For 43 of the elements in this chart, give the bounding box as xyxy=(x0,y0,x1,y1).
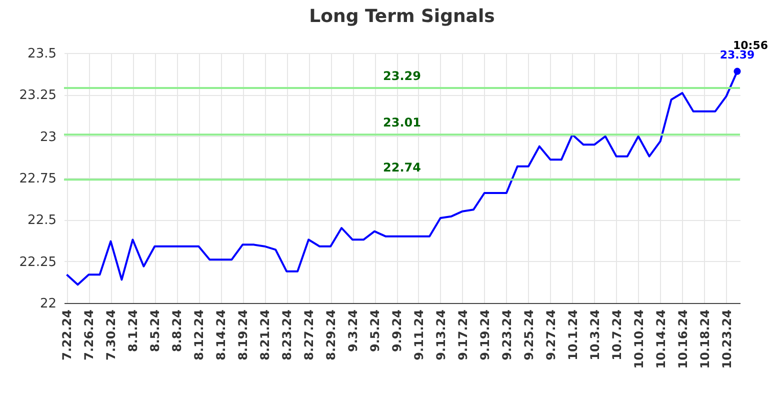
y-tick-label: 23 xyxy=(40,130,56,145)
x-tick-label: 10.1.24 xyxy=(566,310,580,360)
y-tick-label: 22.25 xyxy=(19,254,56,270)
x-tick-label: 9.17.24 xyxy=(456,310,470,360)
x-tick-label: 7.26.24 xyxy=(82,310,96,360)
y-tick-label: 22.75 xyxy=(19,172,56,186)
x-tick-label: 8.23.24 xyxy=(280,310,294,360)
y-tick-label: 22 xyxy=(40,296,56,312)
x-tick-label: 8.5.24 xyxy=(148,310,162,352)
x-tick-label: 9.3.24 xyxy=(346,310,360,352)
ref-line-label: 22.74 xyxy=(383,160,421,175)
x-tick-label: 10.23.24 xyxy=(720,310,734,369)
x-tick-label: 9.23.24 xyxy=(500,310,514,360)
ref-line-label: 23.01 xyxy=(383,116,421,130)
x-tick-label: 8.8.24 xyxy=(170,310,184,352)
x-tick-label: 9.5.24 xyxy=(368,310,382,352)
x-tick-label: 8.14.24 xyxy=(214,310,228,360)
x-tick-label: 9.19.24 xyxy=(478,310,492,360)
x-tick-label: 8.29.24 xyxy=(324,310,338,360)
data-label: 23.39 xyxy=(720,48,755,62)
x-tick-label: 8.1.24 xyxy=(126,310,140,352)
x-tick-label: 7.30.24 xyxy=(104,310,118,360)
x-tick-label: 10.3.24 xyxy=(588,310,602,360)
y-tick-label: 22.5 xyxy=(28,213,56,228)
x-tick-label: 10.10.24 xyxy=(632,310,646,369)
x-tick-label: 8.19.24 xyxy=(236,310,250,360)
x-tick-label: 9.11.24 xyxy=(412,310,426,360)
x-tick-label: 7.22.24 xyxy=(60,310,74,360)
x-tick-label: 9.27.24 xyxy=(544,310,558,360)
x-tick-label: 10.18.24 xyxy=(698,310,712,369)
chart-title: Long Term Signals xyxy=(309,6,495,27)
x-tick-label: 8.27.24 xyxy=(302,310,316,360)
x-tick-label: 9.25.24 xyxy=(522,310,536,360)
y-tick-label: 23.25 xyxy=(19,88,56,104)
x-tick-label: 10.7.24 xyxy=(610,310,624,360)
x-tick-label: 10.14.24 xyxy=(654,310,668,369)
y-tick-label: 23.5 xyxy=(28,46,56,62)
x-tick-label: 9.9.24 xyxy=(390,310,404,352)
x-tick-label: 10.16.24 xyxy=(676,310,690,369)
x-tick-label: 9.13.24 xyxy=(434,310,448,360)
x-tick-label: 8.21.24 xyxy=(258,310,272,360)
ref-line-label: 23.29 xyxy=(383,69,421,83)
x-tick-label: 8.12.24 xyxy=(192,310,206,360)
